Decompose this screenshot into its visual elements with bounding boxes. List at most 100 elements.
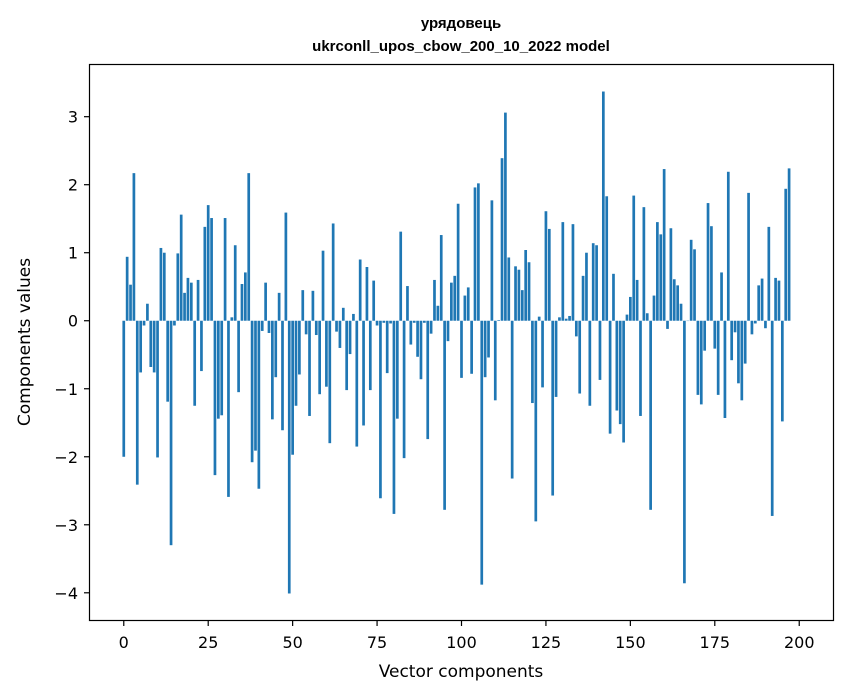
- bar-component-178: [723, 320, 727, 418]
- bar-component-43: [267, 320, 271, 333]
- bar-component-137: [585, 252, 588, 321]
- bar-component-176: [716, 320, 720, 395]
- bar-component-6: [142, 320, 146, 326]
- bar-component-5: [139, 320, 143, 373]
- bar-component-54: [304, 320, 308, 335]
- x-tick-label: 25: [198, 633, 218, 652]
- bar-component-73: [368, 320, 372, 391]
- bar-component-188: [757, 285, 761, 321]
- bar-component-24: [203, 226, 207, 321]
- bar-component-175: [713, 320, 717, 349]
- bar-component-113: [504, 112, 507, 321]
- bar-component-162: [669, 228, 673, 321]
- bar-component-123: [537, 316, 541, 321]
- bar-component-128: [554, 320, 558, 397]
- bar-component-56: [311, 290, 315, 321]
- bar-component-130: [561, 222, 565, 321]
- bar-component-183: [740, 320, 744, 401]
- bar-component-68: [352, 313, 355, 321]
- bar-component-80: [392, 320, 396, 514]
- bar-component-49: [287, 320, 291, 594]
- bar-component-78: [385, 320, 389, 374]
- bar-component-181: [733, 320, 737, 333]
- bar-component-153: [639, 320, 642, 416]
- bar-component-193: [774, 277, 777, 321]
- bar-component-33: [233, 245, 237, 321]
- bar-component-90: [426, 320, 430, 440]
- bar-component-166: [683, 320, 686, 584]
- bar-component-99: [456, 203, 460, 321]
- bar-component-79: [389, 320, 392, 324]
- bar-component-156: [649, 320, 652, 510]
- bar-component-151: [632, 195, 636, 321]
- bar-component-55: [308, 320, 311, 416]
- bar-component-107: [483, 320, 487, 378]
- bar-component-13: [166, 320, 170, 402]
- bar-component-103: [470, 320, 473, 374]
- bar-component-157: [652, 295, 656, 321]
- bar-component-191: [767, 226, 771, 321]
- bar-component-16: [176, 253, 180, 321]
- bar-component-165: [679, 303, 683, 321]
- bar-component-120: [527, 262, 531, 321]
- bar-component-179: [726, 171, 730, 321]
- bar-component-27: [213, 320, 217, 476]
- bar-component-67: [348, 320, 352, 355]
- bar-component-32: [230, 317, 234, 321]
- bar-component-87: [416, 320, 419, 357]
- bar-component-144: [608, 320, 612, 434]
- bar-component-109: [490, 200, 494, 321]
- x-tick-label: 175: [700, 633, 731, 652]
- bar-component-85: [409, 320, 413, 345]
- bar-component-131: [564, 318, 568, 321]
- bar-component-88: [419, 320, 423, 380]
- bar-component-89: [423, 320, 426, 323]
- bar-component-110: [493, 320, 497, 401]
- bar-component-25: [206, 205, 210, 321]
- bar-component-185: [747, 192, 750, 321]
- bar-component-66: [345, 320, 349, 391]
- bar-component-28: [216, 320, 220, 419]
- bar-component-152: [635, 279, 639, 321]
- bar-component-74: [372, 280, 376, 321]
- bar-component-180: [730, 320, 734, 361]
- bar-component-63: [335, 320, 338, 332]
- bar-component-4: [135, 320, 139, 485]
- bar-component-161: [666, 320, 669, 329]
- bar-component-61: [328, 320, 332, 444]
- bar-component-3: [132, 173, 136, 321]
- y-axis-ticks: −4 −3 −2 −1 0 1 2 3: [54, 108, 90, 603]
- y-tick-label: 0: [68, 312, 78, 331]
- bar-component-37: [247, 173, 251, 321]
- bar-component-45: [274, 320, 278, 378]
- bar-component-22: [196, 279, 200, 321]
- bar-component-96: [446, 320, 450, 342]
- bar-component-36: [244, 272, 247, 321]
- bar-component-11: [159, 247, 163, 321]
- bar-component-170: [696, 320, 700, 395]
- bar-component-69: [355, 320, 359, 447]
- bar-component-141: [598, 320, 602, 380]
- bar-component-40: [257, 320, 261, 489]
- bar-component-10: [156, 320, 159, 458]
- bar-component-51: [294, 320, 298, 406]
- x-tick-label: 150: [615, 633, 646, 652]
- bar-component-134: [574, 320, 578, 337]
- bar-component-140: [595, 245, 598, 321]
- bar-component-163: [672, 279, 676, 321]
- bar-component-124: [541, 320, 544, 388]
- bar-component-76: [379, 320, 382, 499]
- bar-component-42: [264, 282, 267, 321]
- bar-component-116: [514, 266, 517, 321]
- bar-component-129: [558, 317, 561, 321]
- bar-component-75: [375, 320, 379, 326]
- bar-component-164: [676, 285, 679, 321]
- bar-component-15: [173, 320, 176, 326]
- x-tick-label: 200: [784, 633, 815, 652]
- x-tick-label: 50: [282, 633, 302, 652]
- x-axis-label: Vector components: [379, 662, 544, 682]
- bar-component-48: [284, 212, 288, 321]
- bar-component-52: [298, 320, 301, 375]
- chart-title: урядовець: [421, 15, 501, 32]
